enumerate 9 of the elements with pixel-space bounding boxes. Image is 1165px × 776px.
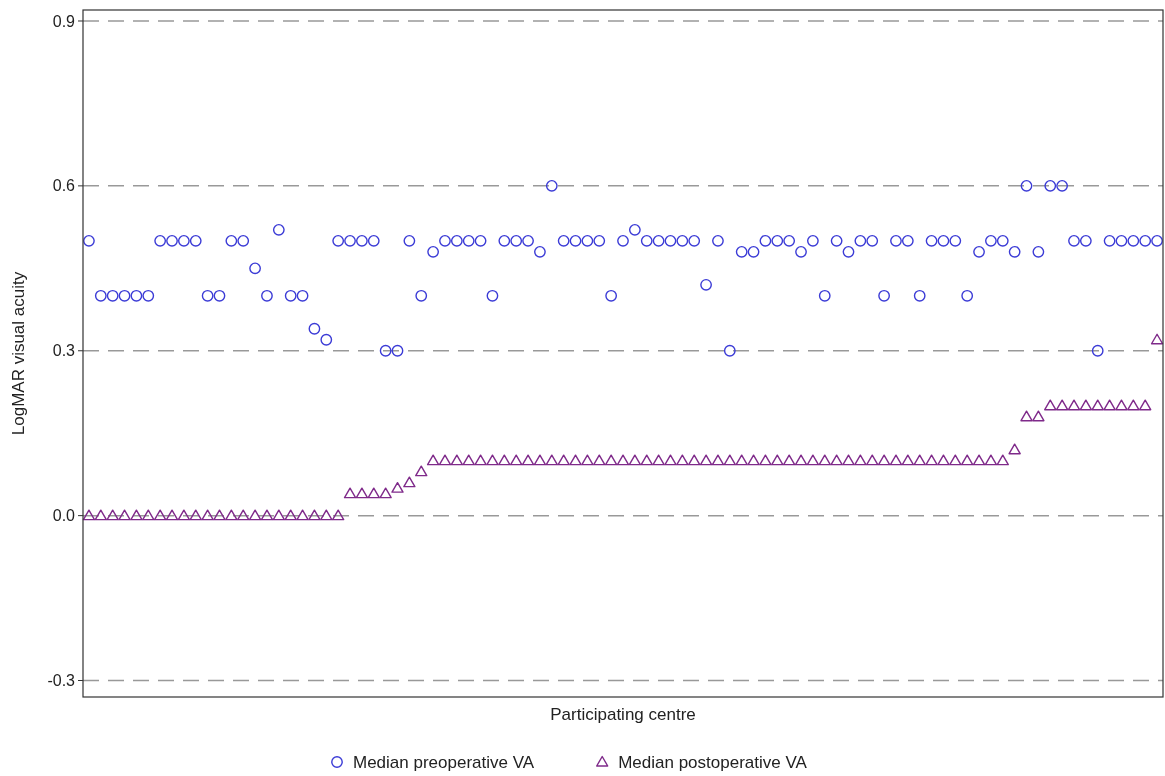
legend-label: Median preoperative VA <box>353 752 535 772</box>
y-tick-label: 0.0 <box>52 507 76 525</box>
y-tick-label: 0.9 <box>52 12 76 30</box>
y-axis-title: LogMAR visual acuity <box>9 271 28 436</box>
y-tick-label: 0.6 <box>52 177 76 195</box>
x-axis-title: Participating centre <box>550 705 696 724</box>
y-tick-label: 0.3 <box>52 342 76 360</box>
y-tick-label: -0.3 <box>47 672 76 690</box>
legend-label: Median postoperative VA <box>618 752 808 772</box>
